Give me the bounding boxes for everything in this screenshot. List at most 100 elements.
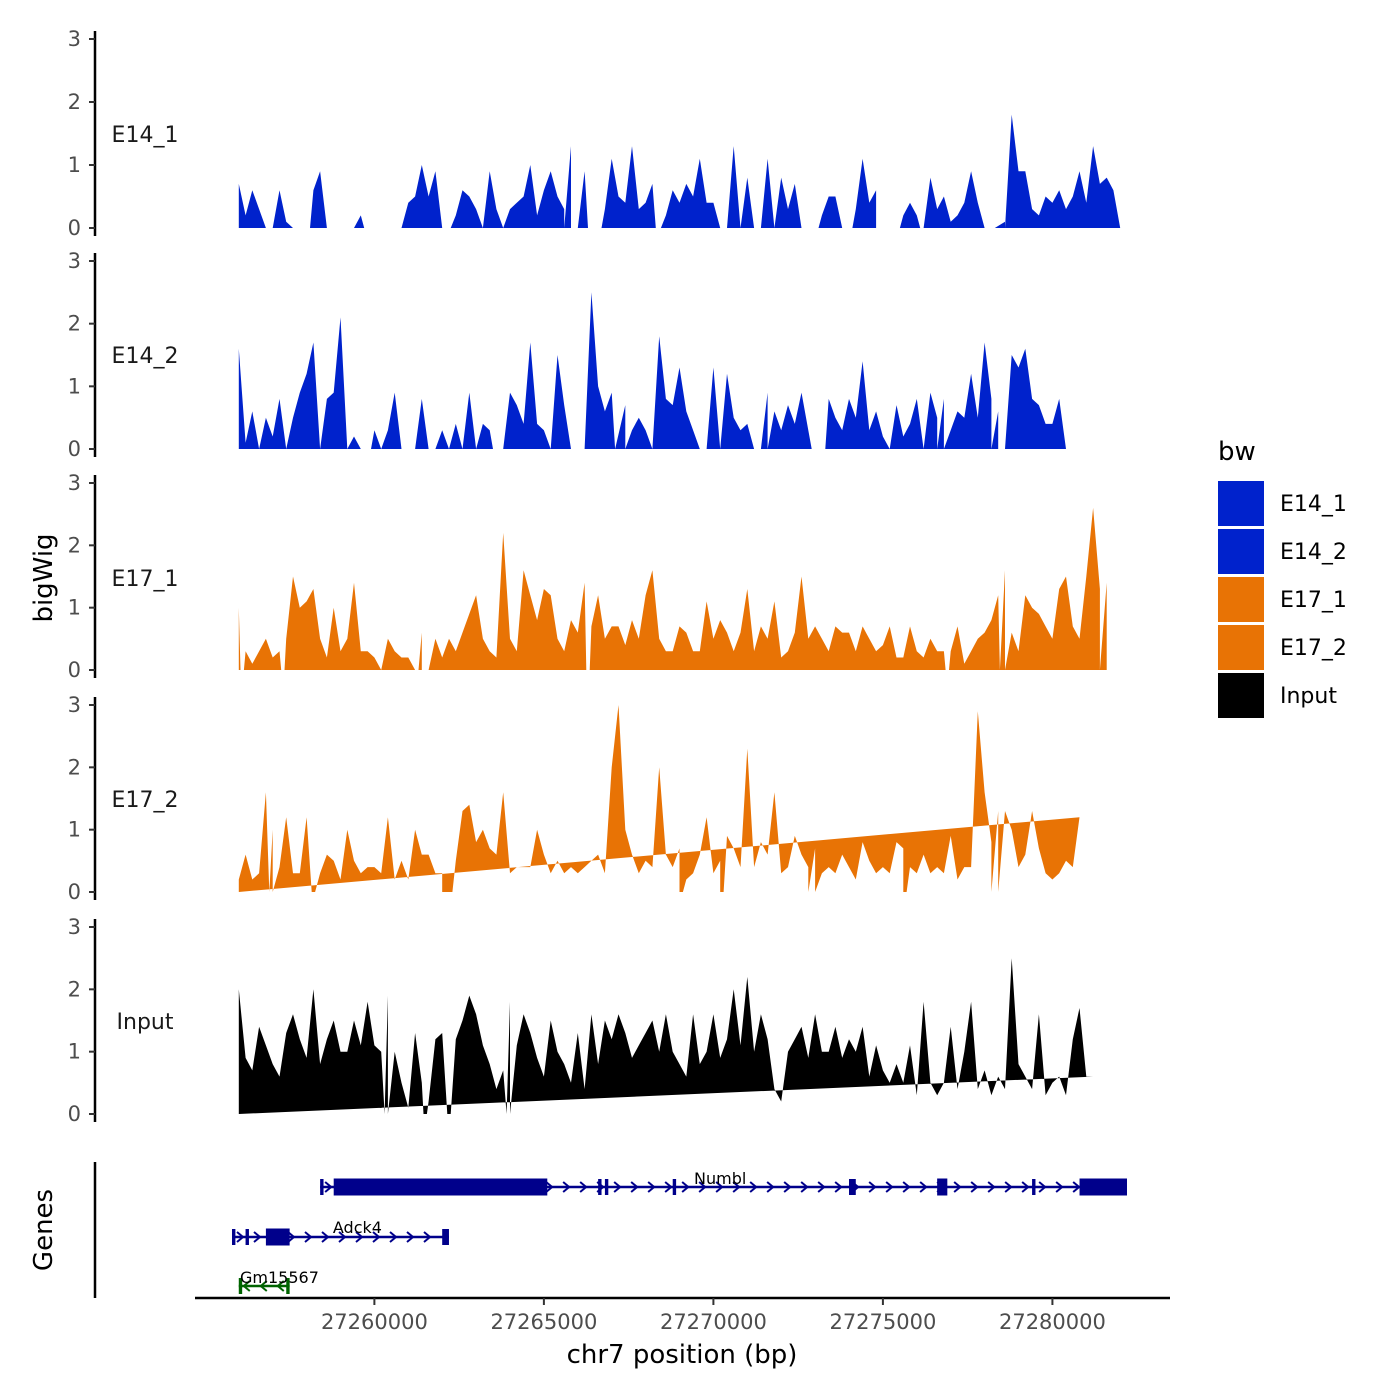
coverage-area-e14-2: [238, 292, 1067, 449]
y-tick-label: 0: [68, 658, 81, 682]
strand-arrow: [389, 1231, 398, 1243]
legend-title: bw: [1218, 437, 1256, 467]
strand-arrow: [1055, 1181, 1064, 1193]
y-tick-label: 2: [68, 90, 81, 114]
track-e14-1: 0 1 2 3 E14_1: [68, 27, 1121, 240]
gene-exon: [937, 1178, 948, 1196]
strand-arrow: [902, 1181, 911, 1193]
track-e17-1: 0 1 2 3 E17_1: [68, 471, 1107, 682]
gene-exon: [286, 1278, 290, 1294]
strand-arrow: [817, 1181, 826, 1193]
strand-arrow: [732, 1181, 741, 1193]
y-tick-label: 3: [68, 915, 81, 939]
legend-label: E14_1: [1280, 492, 1347, 517]
strand-arrow: [783, 1181, 792, 1193]
y-tick-label: 2: [68, 755, 81, 779]
strand-arrow: [236, 1231, 245, 1243]
track-e14-2: 0 1 2 3 E14_2: [68, 249, 1067, 461]
gene-exon: [232, 1229, 236, 1245]
y-tick-label: 3: [68, 249, 81, 273]
gene-exon: [1032, 1179, 1036, 1195]
track-label: Input: [117, 1010, 174, 1035]
strand-arrow: [304, 1231, 313, 1243]
y-tick-label: 0: [68, 437, 81, 461]
coverage-area-e14-1: [238, 114, 1121, 228]
gene-exon: [333, 1178, 548, 1196]
strand-arrow: [321, 1231, 330, 1243]
y-tick-label: 3: [68, 27, 81, 51]
strand-arrow: [1038, 1181, 1047, 1193]
genes-axis-title: Genes: [29, 1189, 59, 1271]
track-label: E17_2: [112, 788, 179, 813]
strand-arrow: [545, 1181, 554, 1193]
track-e17-2: 0 1 2 3 E17_2: [68, 693, 1080, 904]
x-tick-label: 27280000: [999, 1310, 1106, 1334]
gene-exon: [245, 1229, 249, 1245]
gene-exon: [442, 1229, 449, 1245]
gene-exon: [849, 1179, 856, 1195]
strand-arrow: [749, 1181, 758, 1193]
gene-exon: [1079, 1178, 1127, 1196]
strand-arrow: [324, 1181, 333, 1193]
strand-arrow: [630, 1181, 639, 1193]
x-tick-label: 27260000: [321, 1310, 428, 1334]
legend-swatch: [1218, 625, 1264, 670]
strand-arrow: [834, 1181, 843, 1193]
strand-arrow: [715, 1181, 724, 1193]
track-label: E17_1: [112, 567, 179, 592]
strand-arrow: [987, 1181, 996, 1193]
strand-arrow: [647, 1181, 656, 1193]
x-tick-label: 27275000: [829, 1310, 936, 1334]
gene-exon: [265, 1228, 290, 1246]
gene-exon: [672, 1179, 677, 1195]
gene-label: Gm15567: [240, 1268, 319, 1287]
track-label: E14_1: [112, 123, 179, 148]
strand-arrow: [562, 1181, 571, 1193]
legend-label: Input: [1280, 684, 1337, 709]
strand-arrow: [1021, 1181, 1030, 1193]
x-axis-title: chr7 position (bp): [567, 1340, 798, 1370]
y-tick-label: 2: [68, 977, 81, 1001]
legend-swatch: [1218, 577, 1264, 622]
y-tick-label: 2: [68, 533, 81, 557]
gene-gm15567: Gm15567: [238, 1268, 319, 1294]
y-tick-label: 1: [68, 1040, 81, 1064]
y-tick-label: 0: [68, 880, 81, 904]
strand-arrow: [919, 1181, 928, 1193]
strand-arrow: [579, 1181, 588, 1193]
coverage-area-input: [238, 958, 1094, 1114]
legend-swatch: [1218, 529, 1264, 574]
legend: E14_1 E14_2 E17_1 E17_2 Input: [1218, 481, 1347, 718]
strand-arrow: [423, 1231, 432, 1243]
gene-exon: [604, 1179, 609, 1195]
strand-arrow: [970, 1181, 979, 1193]
legend-swatch: [1218, 673, 1264, 718]
y-tick-label: 3: [68, 471, 81, 495]
y-tick-label: 1: [68, 153, 81, 177]
strand-arrow: [276, 1280, 285, 1292]
strand-arrow: [253, 1231, 262, 1243]
legend-label: E14_2: [1280, 540, 1347, 565]
strand-arrow: [953, 1181, 962, 1193]
strand-arrow: [698, 1181, 707, 1193]
strand-arrow: [259, 1280, 268, 1292]
gene-adck4: Adck4: [232, 1218, 449, 1246]
track-label: E14_2: [112, 344, 179, 369]
strand-arrow: [372, 1231, 381, 1243]
y-tick-label: 1: [68, 374, 81, 398]
strand-arrow: [800, 1181, 809, 1193]
strand-arrow: [885, 1181, 894, 1193]
track-input: 0 1 2 3 Input: [68, 915, 1094, 1126]
gene-exon: [238, 1278, 243, 1294]
gene-label: Adck4: [333, 1218, 382, 1237]
strand-arrow: [664, 1181, 673, 1193]
strand-arrow: [1004, 1181, 1013, 1193]
y-tick-label: 1: [68, 818, 81, 842]
strand-arrow: [338, 1231, 347, 1243]
tracks-layer: 0 1 2 3 E14_1 0 1 2 3 E14_2 0 1 2 3 E17_1 0 1 2 3 E17_2 0 1 2 3…: [68, 27, 1121, 1126]
strand-arrow: [287, 1231, 296, 1243]
y-tick-label: 1: [68, 596, 81, 620]
y-tick-label: 3: [68, 693, 81, 717]
coverage-area-e17-2: [238, 705, 1080, 892]
